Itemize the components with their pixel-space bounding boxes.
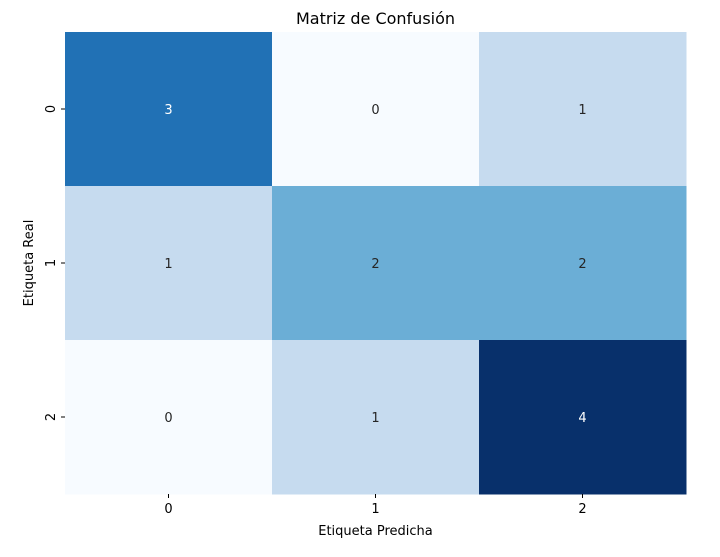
x-tick-label: 1 [371, 502, 379, 517]
x-tick-label: 0 [164, 502, 172, 517]
y-axis-ticks: 0 1 2 [44, 105, 65, 421]
cell-value-label: 4 [578, 411, 586, 426]
cell-value-label: 3 [164, 103, 172, 118]
cell-value-label: 0 [371, 103, 379, 118]
y-tick-label: 1 [44, 259, 59, 267]
cell-value-label: 1 [371, 411, 379, 426]
heatmap-cell [272, 340, 480, 495]
cell-value-label: 2 [371, 257, 379, 272]
y-tick-label: 2 [44, 413, 59, 421]
cell-value-label: 1 [578, 103, 586, 118]
heatmap-cell [479, 32, 687, 187]
heatmap-cell [65, 186, 273, 341]
heatmap-cells: 3 0 1 1 2 2 0 1 4 [65, 32, 687, 495]
heatmap-cell [65, 340, 273, 495]
heatmap-cell [65, 32, 273, 187]
chart-title: Matriz de Confusión [296, 9, 455, 28]
cell-value-label: 0 [164, 411, 172, 426]
y-axis-label: Etiqueta Real [22, 220, 37, 307]
heatmap-cell [479, 340, 687, 495]
heatmap-cell [479, 186, 687, 341]
heatmap-cell [272, 186, 480, 341]
cell-value-label: 1 [164, 257, 172, 272]
y-tick-label: 0 [44, 105, 59, 113]
x-tick-label: 2 [578, 502, 586, 517]
x-axis-ticks: 0 1 2 [164, 494, 587, 517]
cell-value-label: 2 [578, 257, 586, 272]
x-axis-label: Etiqueta Predicha [318, 524, 433, 539]
heatmap-cell [272, 32, 480, 187]
